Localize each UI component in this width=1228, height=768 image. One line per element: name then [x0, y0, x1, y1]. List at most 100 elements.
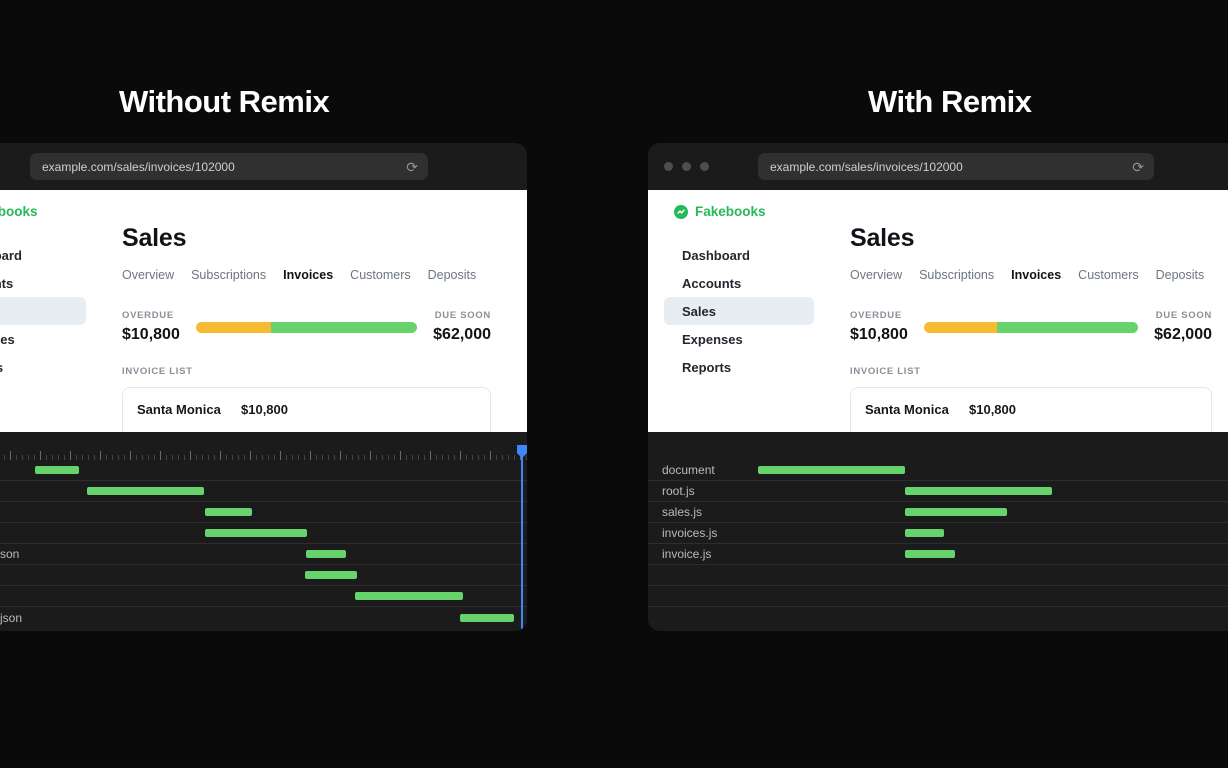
refresh-icon[interactable]: ⟳	[406, 158, 418, 175]
tab-subscriptions[interactable]: Subscriptions	[191, 268, 267, 282]
tab-customers[interactable]: Customers	[1078, 268, 1139, 282]
sidebar-item-accounts[interactable]: Accounts	[0, 275, 14, 291]
network-waterfall-with-remix: document root.js sales.js invoices.js invoic…	[648, 432, 1228, 631]
request-file-label: document	[662, 463, 715, 477]
network-request-row	[648, 586, 1228, 607]
collections-progress-bar	[923, 321, 1139, 333]
invoice-amount: $10,800	[969, 402, 1016, 417]
sidebar-item-dashboard[interactable]: Dashboard	[682, 247, 750, 263]
sidebar-item-expenses[interactable]: Expenses	[0, 331, 15, 347]
tab-deposits[interactable]: Deposits	[1155, 268, 1205, 282]
network-request-row	[0, 502, 527, 523]
due-soon-label: DUE SOON	[434, 310, 491, 321]
invoice-row[interactable]: Santa Monica $10,800	[865, 402, 1197, 417]
ruler-spacer	[0, 432, 527, 446]
heading-without-remix: Without Remix	[119, 84, 330, 119]
fakebooks-app: Fakebooks Dashboard Accounts Sales Expen…	[0, 190, 527, 433]
fakebooks-logo-text: Fakebooks	[0, 204, 38, 219]
network-request-row: invoice.js	[648, 544, 1228, 565]
browser-window-without-remix: example.com/sales/invoices/102000 ⟳ Fake…	[0, 143, 527, 631]
invoice-customer: Santa Monica	[137, 402, 221, 417]
request-rows: son json	[0, 460, 527, 628]
tab-deposits[interactable]: Deposits	[427, 268, 477, 282]
url-text: example.com/sales/invoices/102000	[42, 159, 235, 174]
browser-chrome: example.com/sales/invoices/102000 ⟳	[648, 143, 1228, 190]
traffic-light-dot[interactable]	[700, 162, 709, 171]
page-title: Sales	[850, 224, 915, 252]
request-timing-bar	[305, 571, 357, 579]
invoice-row[interactable]: Santa Monica $10,800	[137, 402, 476, 417]
invoice-amount: $10,800	[241, 402, 288, 417]
traffic-light-dot[interactable]	[664, 162, 673, 171]
url-bar[interactable]: example.com/sales/invoices/102000 ⟳	[758, 153, 1154, 180]
refresh-icon[interactable]: ⟳	[1132, 158, 1144, 175]
request-file-label: son	[0, 547, 20, 561]
sidebar-item-sales[interactable]: Sales	[0, 297, 86, 325]
request-timing-bar	[35, 466, 79, 474]
heading-with-remix: With Remix	[868, 84, 1032, 119]
url-bar[interactable]: example.com/sales/invoices/102000 ⟳	[30, 153, 428, 180]
fakebooks-logo-text: Fakebooks	[695, 204, 766, 219]
tab-overview[interactable]: Overview	[122, 268, 175, 282]
stats-row: OVERDUE $10,800 DUE SOON $62,000	[850, 310, 1212, 344]
tab-subscriptions[interactable]: Subscriptions	[919, 268, 995, 282]
browser-window-with-remix: example.com/sales/invoices/102000 ⟳ Fake…	[648, 143, 1228, 631]
progress-due-soon-segment	[996, 321, 1139, 333]
network-request-row: json	[0, 607, 527, 628]
sidebar-item-dashboard[interactable]: Dashboard	[0, 247, 22, 263]
invoice-customer: Santa Monica	[865, 402, 949, 417]
sidebar-item-reports[interactable]: Reports	[682, 359, 732, 375]
sales-main-panel: Sales Overview Subscriptions Invoices Cu…	[850, 190, 1228, 433]
due-soon-value: $62,000	[1154, 326, 1212, 343]
overdue-value: $10,800	[850, 326, 908, 343]
stats-row: OVERDUE $10,800 DUE SOON $62,000	[122, 310, 491, 344]
window-controls	[664, 162, 709, 171]
tab-invoices[interactable]: Invoices	[1011, 268, 1062, 282]
sidebar-item-reports[interactable]: Reports	[0, 353, 122, 381]
progress-overdue-segment	[195, 321, 272, 333]
request-timing-bar	[355, 592, 463, 600]
network-request-row: document	[648, 460, 1228, 481]
traffic-light-dot[interactable]	[682, 162, 691, 171]
tab-bar: Overview Subscriptions Invoices Customer…	[122, 268, 491, 282]
tab-invoices[interactable]: Invoices	[283, 268, 334, 282]
request-timing-bar	[205, 529, 307, 537]
sidebar-item-sales[interactable]: Sales	[664, 297, 814, 325]
request-file-label: sales.js	[662, 505, 703, 519]
overdue-label: OVERDUE	[850, 310, 902, 321]
url-text: example.com/sales/invoices/102000	[770, 159, 963, 174]
fakebooks-logo-icon	[674, 204, 688, 219]
app-sidebar: Fakebooks Dashboard Accounts Sales Expen…	[648, 190, 850, 432]
request-file-label: root.js	[662, 484, 695, 498]
network-request-row	[0, 460, 527, 481]
tab-customers[interactable]: Customers	[350, 268, 411, 282]
collections-progress-bar	[195, 321, 418, 333]
app-sidebar: Fakebooks Dashboard Accounts Sales Expen…	[0, 190, 122, 432]
due-soon-label: DUE SOON	[1155, 310, 1212, 321]
network-request-row: invoices.js	[648, 523, 1228, 544]
timeline-ruler	[0, 446, 527, 460]
sidebar-item-expenses[interactable]: Expenses	[682, 331, 743, 347]
network-request-row	[648, 565, 1228, 586]
network-waterfall-without-remix: son json	[0, 432, 527, 631]
progress-due-soon-segment	[271, 321, 418, 333]
sidebar-item-accounts[interactable]: Accounts	[682, 275, 742, 291]
overdue-value: $10,800	[122, 326, 180, 343]
overdue-label: OVERDUE	[122, 310, 174, 321]
due-soon-stat: DUE SOON $62,000	[433, 310, 491, 344]
tab-bar: Overview Subscriptions Invoices Customer…	[850, 268, 1212, 282]
invoice-list-label: INVOICE LIST	[850, 366, 921, 377]
due-soon-value: $62,000	[433, 326, 491, 343]
sidebar-nav: Dashboard Accounts Sales Expenses Report…	[0, 241, 122, 381]
request-file-label: invoice.js	[662, 547, 712, 561]
sales-main-panel: Sales Overview Subscriptions Invoices Cu…	[122, 190, 527, 433]
tab-overview[interactable]: Overview	[850, 268, 903, 282]
timeline-playhead[interactable]	[521, 446, 523, 631]
invoice-list: Santa Monica $10,800	[850, 387, 1212, 433]
request-timing-bar	[905, 550, 955, 558]
network-request-row: son	[0, 544, 527, 565]
request-timing-bar	[758, 466, 905, 474]
request-timing-bar	[306, 550, 346, 558]
request-timing-bar	[205, 508, 252, 516]
overdue-stat: OVERDUE $10,800	[850, 310, 908, 344]
